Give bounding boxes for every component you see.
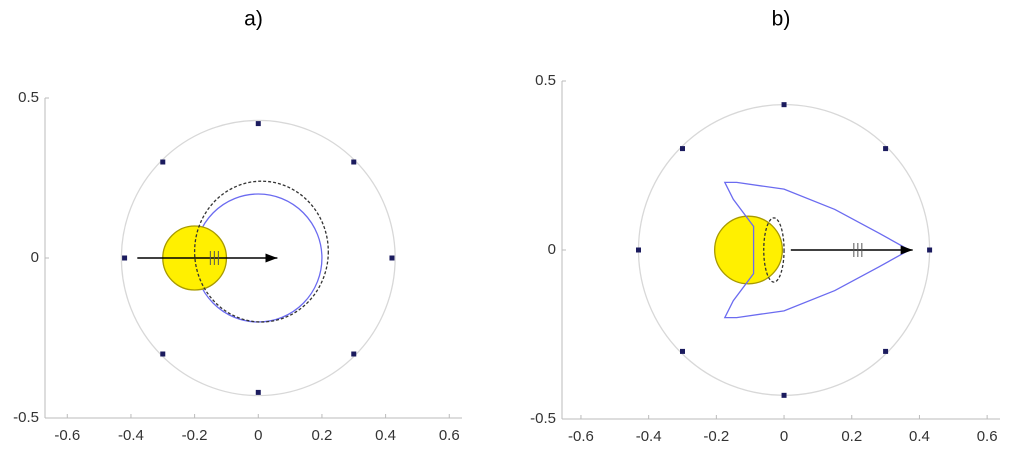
chart-title: a) [244, 8, 263, 31]
x-tick-label: 0.4 [375, 427, 396, 444]
contour [723, 181, 911, 319]
point [883, 146, 889, 152]
point [351, 351, 357, 357]
y-tick-label: 0 [31, 249, 39, 266]
y-tick-label: -0.5 [530, 410, 556, 427]
x-tick-label: 0.4 [909, 428, 930, 445]
x-tick-label: 0.6 [439, 427, 460, 444]
x-tick-label: -0.2 [703, 428, 729, 445]
point [351, 159, 357, 165]
x-tick-label: -0.4 [118, 427, 144, 444]
shape [193, 180, 329, 323]
point [927, 247, 933, 253]
point [781, 392, 787, 398]
point [122, 255, 128, 261]
x-tick-label: -0.4 [636, 428, 662, 445]
point [781, 102, 787, 108]
x-tick-label: 0 [780, 428, 788, 445]
point [255, 389, 261, 395]
x-tick-label: 0.6 [977, 428, 998, 445]
point [680, 146, 686, 152]
point [635, 247, 641, 253]
shape [120, 119, 396, 397]
y-tick-label: 0.5 [535, 72, 556, 89]
y-tick-label: 0 [548, 241, 556, 258]
x-tick-label: -0.6 [54, 427, 80, 444]
point [160, 351, 166, 357]
x-tick-label: 0 [254, 427, 262, 444]
x-tick-label: 0.2 [841, 428, 862, 445]
y-tick-label: 0.5 [18, 89, 39, 106]
point [255, 121, 261, 127]
x-tick-label: -0.2 [182, 427, 208, 444]
chart-title: b) [772, 8, 791, 31]
y-tick-label: -0.5 [13, 409, 39, 426]
x-tick-label: -0.6 [568, 428, 594, 445]
x-tick-label: 0.2 [312, 427, 333, 444]
point [883, 348, 889, 354]
shape [763, 217, 785, 283]
point [389, 255, 395, 261]
point [160, 159, 166, 165]
point [680, 348, 686, 354]
shape [714, 215, 784, 285]
